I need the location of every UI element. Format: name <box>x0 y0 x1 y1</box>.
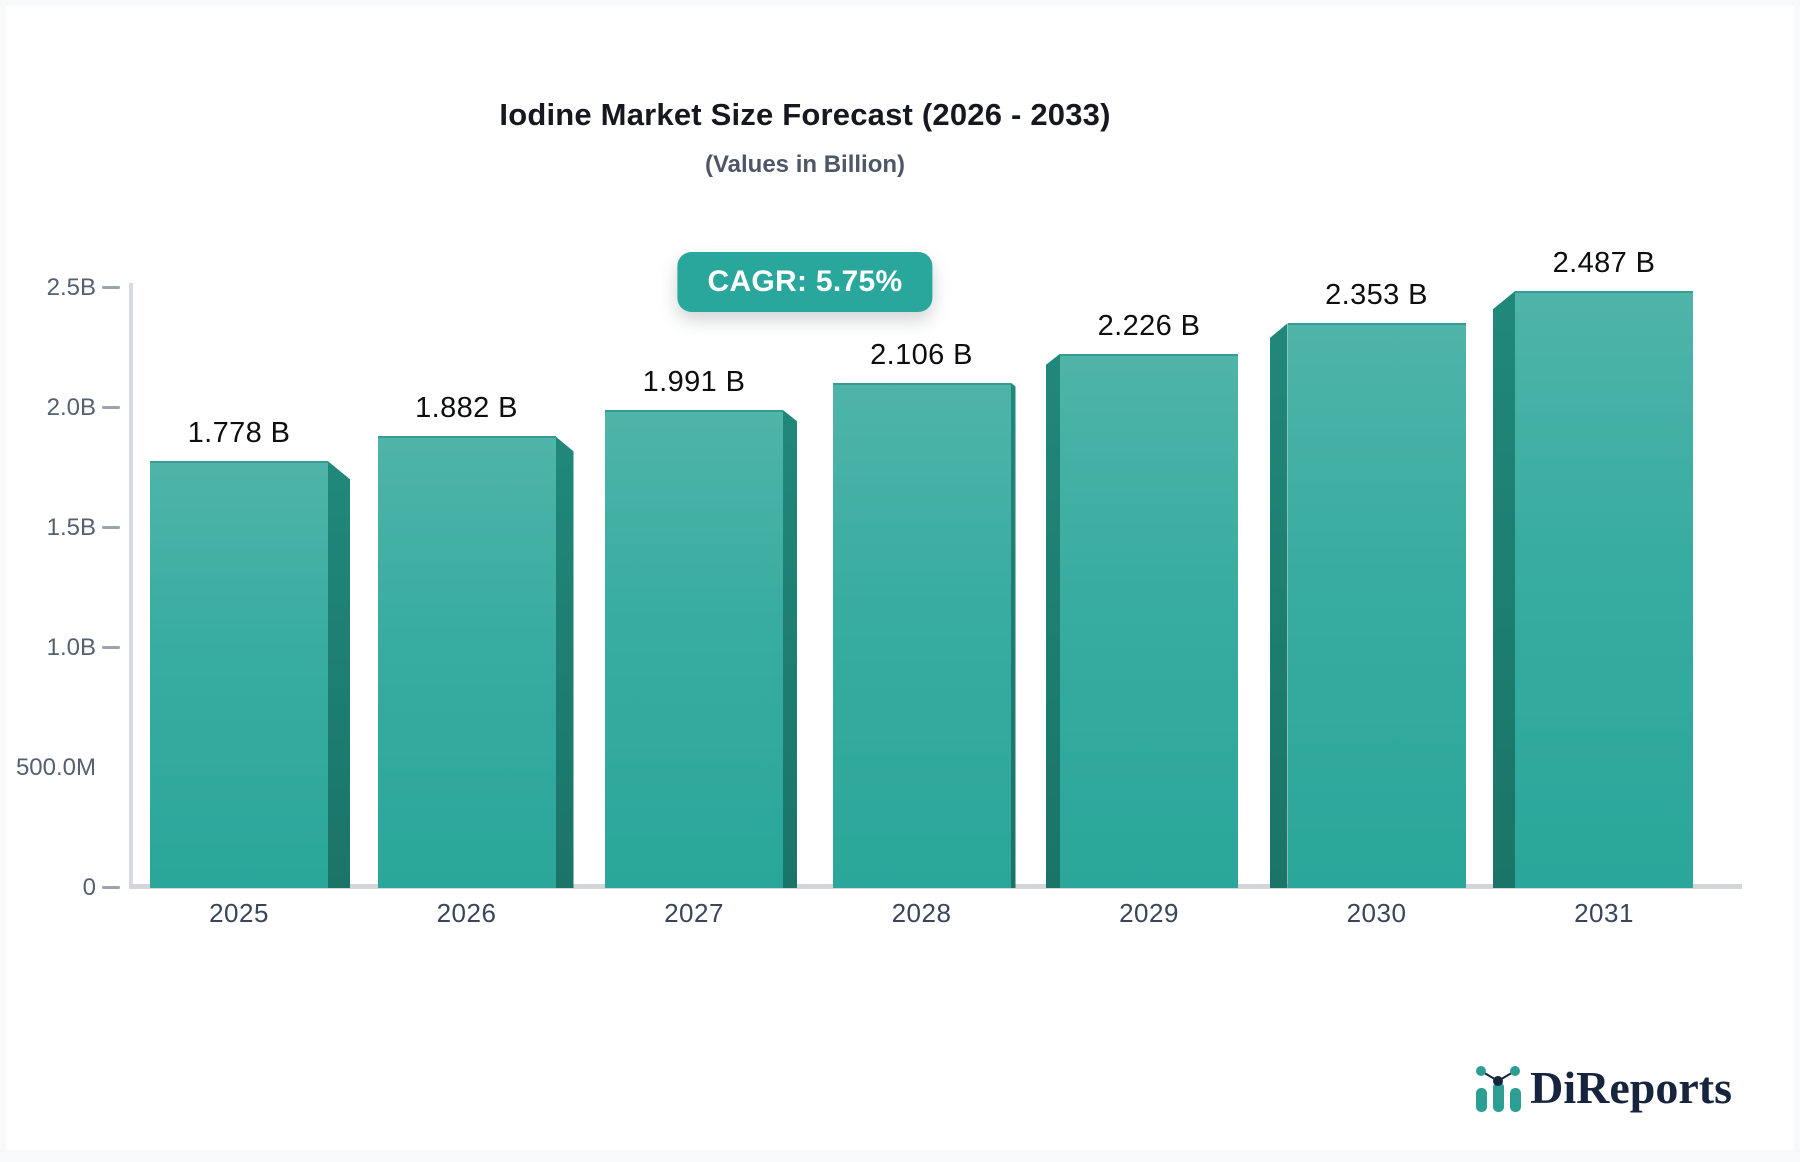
cagr-badge: CAGR: 5.75% <box>677 252 933 312</box>
bar <box>1515 291 1693 888</box>
y-tick-label: 2.0B <box>46 394 96 421</box>
bar-value-label: 1.991 B <box>642 366 746 399</box>
x-axis-label: 2025 <box>209 898 269 928</box>
chart-subtitle: (Values in Billion) <box>704 151 906 178</box>
bar-value-label: 2.487 B <box>1552 247 1656 280</box>
bar <box>1060 353 1238 888</box>
y-tick-mark <box>102 886 120 889</box>
y-tick-label: 0 <box>82 874 96 901</box>
y-tick-label: 2.5B <box>46 274 96 301</box>
bar-side-face <box>328 461 350 888</box>
x-axis-label: 2028 <box>891 898 952 928</box>
y-tick-mark <box>102 526 120 529</box>
bar-value-label: 2.226 B <box>1097 309 1201 342</box>
y-tick-mark <box>102 646 120 649</box>
x-axis-label: 2029 <box>1119 898 1179 928</box>
y-tick-label: 1.0B <box>46 634 96 661</box>
y-tick-label: 1.5B <box>46 514 96 541</box>
bar-chart-trend-icon <box>1476 1066 1522 1112</box>
brand-logo: DiReports <box>1474 1062 1732 1114</box>
y-tick-mark <box>102 406 120 409</box>
x-axis-label: 2030 <box>1346 898 1407 928</box>
chart-header: Iodine Market Size Forecast (2026 - 2033… <box>499 96 1110 312</box>
bar <box>605 410 783 888</box>
bar-side-face <box>1010 382 1016 888</box>
x-axis-label: 2031 <box>1574 898 1634 928</box>
chart-canvas: Iodine Market Size Forecast (2026 - 2033… <box>6 6 1794 1150</box>
bar-value-label: 1.882 B <box>415 392 518 425</box>
bar-side-face <box>555 436 574 888</box>
bar-value-label: 2.106 B <box>870 338 973 371</box>
bar-side-face <box>783 410 797 888</box>
bar-value-label: 2.353 B <box>1325 279 1428 312</box>
y-axis-line <box>129 283 133 889</box>
chart-title: Iodine Market Size Forecast (2026 - 2033… <box>499 97 1111 132</box>
bar-side-face <box>1046 353 1060 888</box>
x-axis-label: 2027 <box>664 898 724 928</box>
x-axis-label: 2026 <box>436 898 497 928</box>
bar-value-label: 1.778 B <box>187 417 291 450</box>
y-tick-label: 500.0M <box>15 754 96 781</box>
bar <box>832 382 1011 888</box>
bar-side-face <box>1269 323 1288 888</box>
bar-side-face <box>1493 291 1515 888</box>
bar <box>1287 323 1466 888</box>
brand-name: DiReports <box>1530 1062 1732 1113</box>
bar <box>377 436 556 888</box>
bar <box>150 461 328 888</box>
y-tick-mark <box>102 286 120 289</box>
